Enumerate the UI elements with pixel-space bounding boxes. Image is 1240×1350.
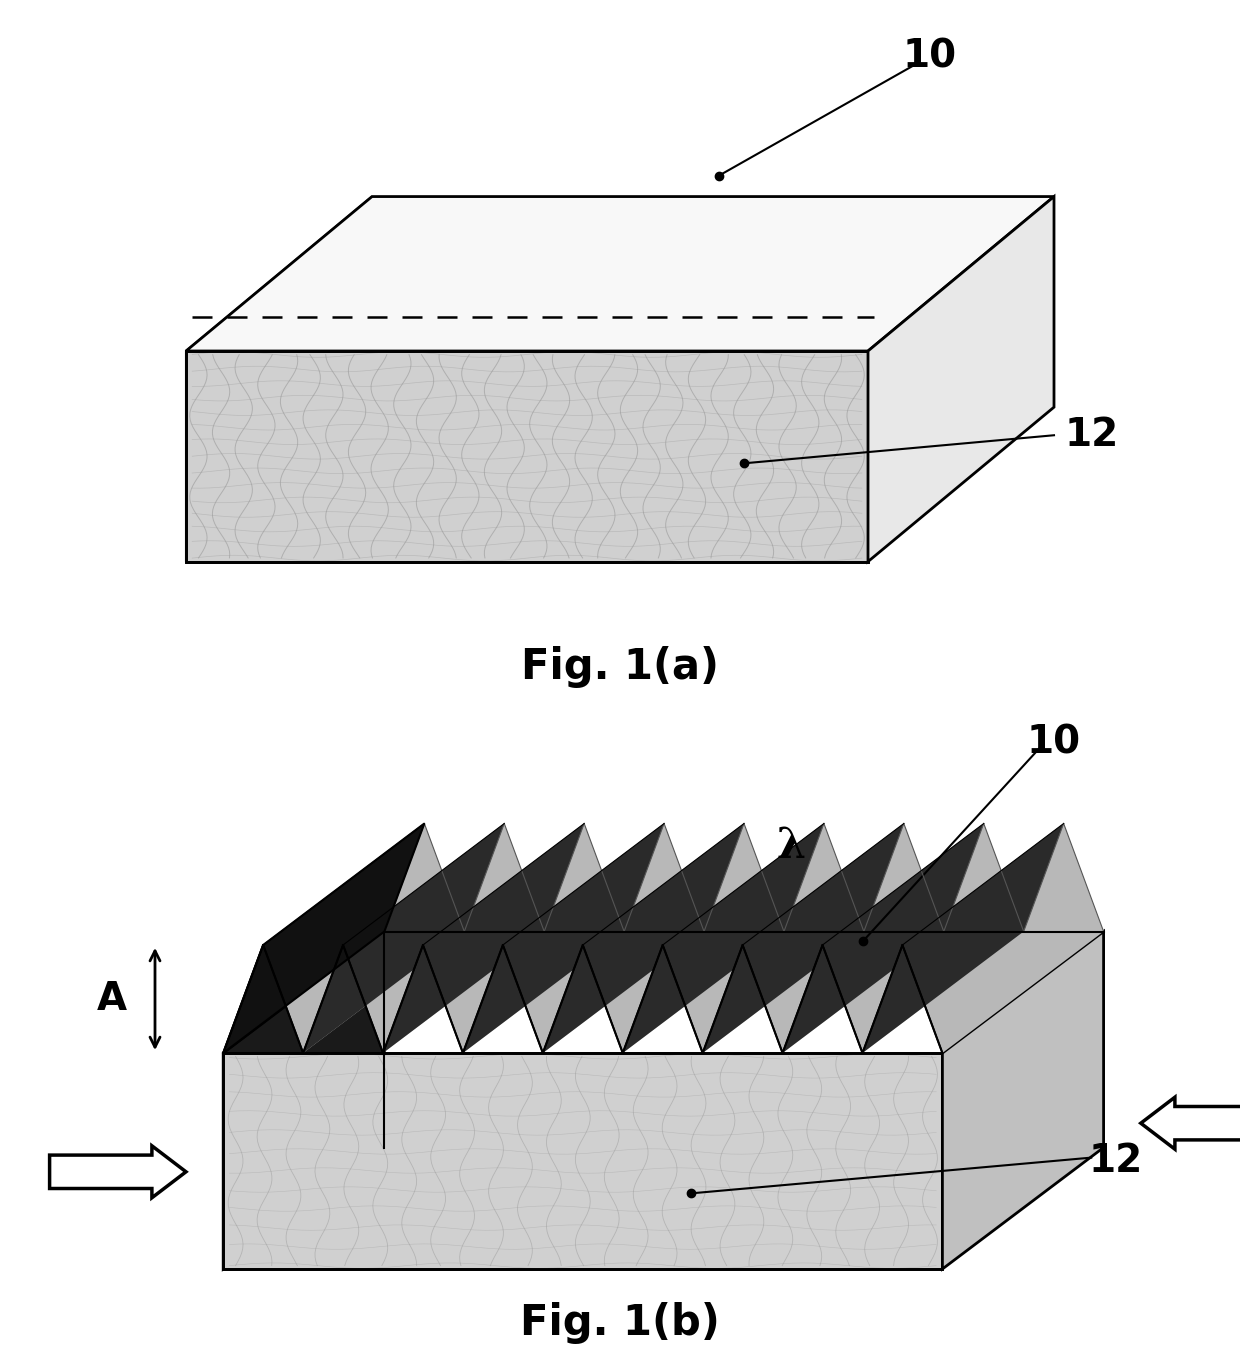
Text: 10: 10: [903, 38, 957, 76]
Polygon shape: [303, 824, 505, 1053]
Polygon shape: [703, 824, 904, 1053]
Polygon shape: [942, 931, 1104, 1269]
Polygon shape: [782, 824, 983, 1053]
Polygon shape: [863, 824, 1064, 1053]
Polygon shape: [223, 824, 424, 1053]
Polygon shape: [223, 1053, 942, 1269]
Polygon shape: [383, 824, 584, 1053]
Polygon shape: [186, 197, 1054, 351]
Polygon shape: [1141, 1098, 1240, 1149]
Polygon shape: [223, 824, 424, 1053]
Polygon shape: [186, 197, 372, 562]
Text: Fig. 1(a): Fig. 1(a): [521, 645, 719, 688]
Polygon shape: [822, 824, 1024, 1053]
Polygon shape: [903, 824, 1104, 1053]
Polygon shape: [743, 824, 944, 1053]
Polygon shape: [583, 824, 784, 1053]
Polygon shape: [543, 824, 744, 1053]
Text: 10: 10: [1027, 724, 1081, 761]
Polygon shape: [186, 351, 868, 562]
Text: A: A: [97, 980, 126, 1018]
Polygon shape: [423, 824, 624, 1053]
Text: 12: 12: [1089, 1142, 1143, 1180]
Polygon shape: [868, 197, 1054, 562]
Polygon shape: [263, 824, 464, 1053]
Polygon shape: [50, 1146, 186, 1197]
Text: λ: λ: [776, 825, 806, 867]
Text: Fig. 1(b): Fig. 1(b): [520, 1301, 720, 1345]
Polygon shape: [622, 824, 823, 1053]
Polygon shape: [343, 824, 544, 1053]
Polygon shape: [662, 824, 864, 1053]
Polygon shape: [503, 824, 704, 1053]
Text: 12: 12: [1064, 416, 1118, 454]
Polygon shape: [463, 824, 665, 1053]
Polygon shape: [223, 931, 384, 1269]
